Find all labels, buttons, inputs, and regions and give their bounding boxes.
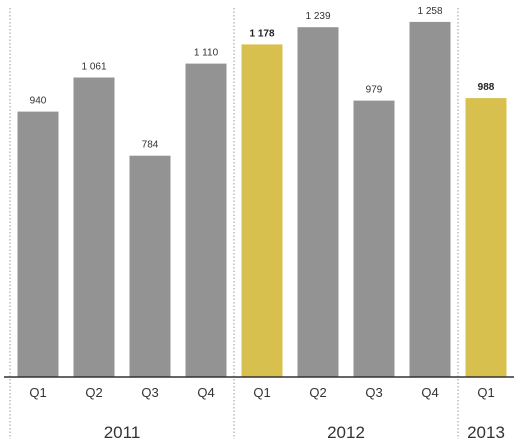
bars-group — [17, 21, 507, 378]
value-label-9: 988 — [478, 82, 495, 93]
tick-label-1: Q1 — [29, 385, 46, 400]
tick-label-5: Q1 — [253, 385, 270, 400]
bar-2 — [73, 77, 115, 377]
bar-3 — [129, 155, 171, 377]
bar-4 — [185, 63, 227, 377]
tick-label-6: Q2 — [309, 385, 326, 400]
bar-9 — [465, 98, 507, 377]
bar-1 — [17, 111, 59, 377]
value-label-1: 940 — [30, 96, 47, 107]
bar-6 — [297, 27, 339, 377]
year-label-2011: 2011 — [104, 423, 141, 439]
value-label-8: 1 258 — [417, 6, 442, 17]
tick-label-2: Q2 — [85, 385, 102, 400]
year-label-2012: 2012 — [327, 423, 365, 439]
tick-labels-group: Q1 Q2 Q3 Q4 Q1 Q2 Q3 Q4 Q1 — [29, 385, 494, 400]
value-label-7: 979 — [366, 85, 383, 96]
value-label-2: 1 061 — [81, 62, 106, 73]
tick-label-9: Q1 — [477, 385, 494, 400]
bar-7 — [353, 100, 395, 377]
value-labels-group: 940 1 061 784 1 110 1 178 1 239 979 1 258 988 — [30, 6, 495, 151]
tick-label-8: Q4 — [421, 385, 438, 400]
year-labels-group: 2011 2012 2013 — [104, 423, 505, 439]
bar-5 — [241, 44, 283, 378]
tick-label-4: Q4 — [197, 385, 214, 400]
value-label-5: 1 178 — [249, 28, 274, 39]
year-label-2013: 2013 — [467, 423, 505, 439]
value-label-4: 1 110 — [194, 48, 219, 59]
bar-8 — [409, 21, 451, 378]
value-label-3: 784 — [142, 140, 159, 151]
tick-label-7: Q3 — [365, 385, 382, 400]
value-label-6: 1 239 — [305, 11, 330, 22]
tick-label-3: Q3 — [141, 385, 158, 400]
